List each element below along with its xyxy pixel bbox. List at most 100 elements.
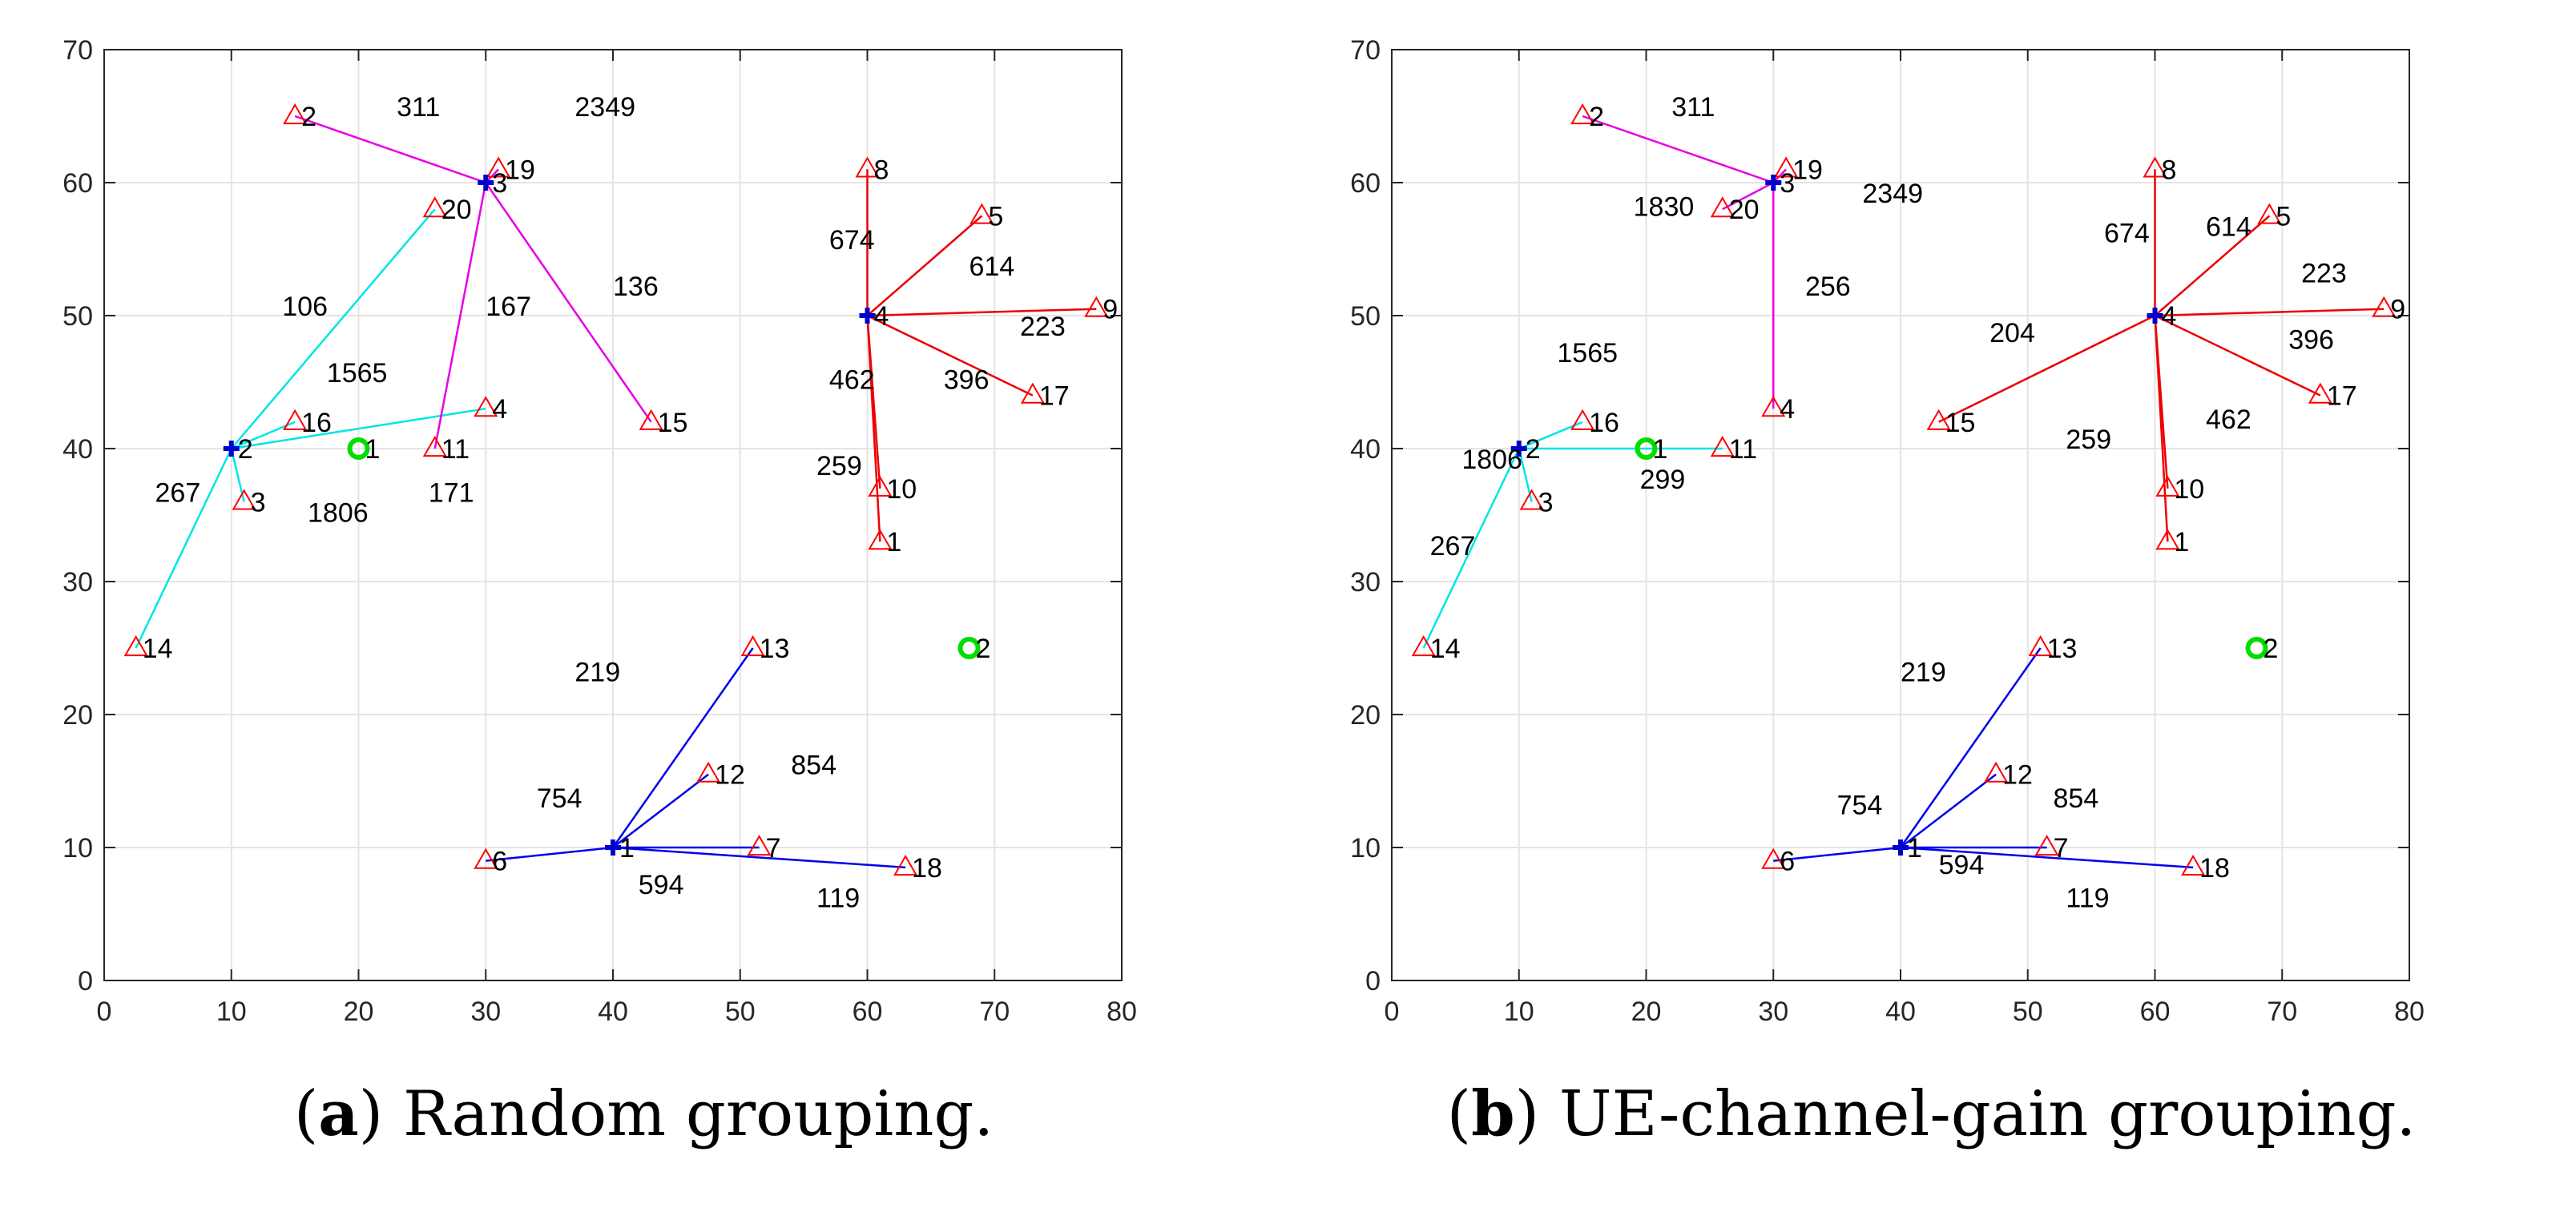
hub-label: 3 xyxy=(1780,168,1795,199)
group-link xyxy=(485,182,652,423)
ue-triangle xyxy=(1761,848,1786,869)
ue-label: 10 xyxy=(886,474,917,505)
ue-triangle xyxy=(422,435,447,457)
annotation: 614 xyxy=(970,252,1015,282)
annotation: 396 xyxy=(2288,325,2334,356)
annotation: 259 xyxy=(2066,425,2111,455)
annotation: 171 xyxy=(429,477,474,508)
group-link xyxy=(1773,846,1901,862)
ue-triangle xyxy=(2155,529,2180,550)
annotation: 267 xyxy=(1430,531,1476,562)
x-tick-label: 10 xyxy=(1504,997,1534,1027)
annotation: 223 xyxy=(2301,259,2347,289)
ue-label: 19 xyxy=(505,155,535,185)
ue-label: 16 xyxy=(1589,408,1619,438)
ue-triangle xyxy=(1084,296,1109,317)
ue-triangle xyxy=(474,848,498,869)
x-tick-label: 50 xyxy=(2013,997,2043,1027)
green-marker xyxy=(347,437,370,460)
ue-triangle xyxy=(1570,409,1595,430)
annotation: 106 xyxy=(282,292,328,322)
y-tick-label: 10 xyxy=(1350,833,1381,864)
annotation: 614 xyxy=(2206,211,2251,242)
x-tick-label: 60 xyxy=(2140,997,2171,1027)
group-link xyxy=(231,421,296,450)
group-link xyxy=(433,182,487,449)
ue-triangle xyxy=(1926,409,1951,430)
ue-triangle xyxy=(740,634,765,657)
ue-label: 1 xyxy=(2174,527,2189,558)
ue-label: 8 xyxy=(874,155,889,185)
annotation: 223 xyxy=(1020,312,1066,342)
ue-label: 17 xyxy=(1039,381,1070,412)
annotation: 119 xyxy=(816,884,860,914)
annotation: 674 xyxy=(2104,219,2150,249)
group-link xyxy=(230,208,436,449)
group-link xyxy=(135,448,232,649)
annotation: 259 xyxy=(816,451,862,481)
ue-label: 6 xyxy=(492,847,507,877)
annotation: 2349 xyxy=(574,92,635,123)
ue-triangle xyxy=(2028,634,2053,657)
ue-label: 8 xyxy=(2162,155,2177,185)
annotation: 674 xyxy=(829,225,875,256)
annotation: 167 xyxy=(486,292,531,322)
hub-marker xyxy=(478,175,494,191)
y-tick-label: 70 xyxy=(62,35,93,66)
ue-triangle xyxy=(893,854,918,876)
group-link xyxy=(1582,115,1774,184)
ue-triangle xyxy=(1570,103,1595,125)
ue-triangle xyxy=(1411,634,1436,657)
ue-triangle xyxy=(2372,296,2397,317)
group-link xyxy=(866,314,1034,397)
y-tick-label: 20 xyxy=(1350,700,1381,731)
ue-label: 4 xyxy=(1780,394,1795,425)
ue-triangle xyxy=(2143,156,2167,178)
annotation: 754 xyxy=(537,783,583,814)
green-marker-label: 2 xyxy=(976,634,991,664)
annotation: 462 xyxy=(2206,405,2251,435)
y-tick-label: 30 xyxy=(62,567,93,598)
x-tick-label: 20 xyxy=(344,997,374,1027)
ue-label: 16 xyxy=(301,408,332,438)
x-tick-label: 80 xyxy=(1107,997,1137,1027)
ue-triangle xyxy=(2155,475,2180,497)
x-tick-label: 30 xyxy=(1758,997,1788,1027)
ue-label: 7 xyxy=(766,833,781,864)
y-tick-label: 60 xyxy=(62,168,93,199)
annotation: 462 xyxy=(829,364,875,395)
group-link xyxy=(1722,181,1774,211)
y-tick-label: 50 xyxy=(1350,301,1381,332)
group-link xyxy=(2154,315,2169,542)
annotation: 396 xyxy=(944,364,990,395)
hub-marker xyxy=(1893,839,1909,856)
green-marker-label: 1 xyxy=(365,434,381,465)
ue-label: 3 xyxy=(251,487,266,517)
green-marker-label: 1 xyxy=(1653,434,1668,465)
ue-triangle xyxy=(970,203,994,224)
ue-label: 2 xyxy=(301,102,316,132)
annotation: 299 xyxy=(1640,465,1686,495)
ue-triangle xyxy=(123,634,148,657)
y-tick-label: 30 xyxy=(1350,567,1381,598)
caption-b: (b) UE-channel-gain grouping. xyxy=(1446,1077,2417,1150)
hub-label: 1 xyxy=(1907,833,1922,864)
x-tick-label: 50 xyxy=(725,997,756,1027)
ue-triangle xyxy=(486,156,511,178)
ue-label: 14 xyxy=(143,634,173,664)
ue-label: 18 xyxy=(2199,853,2230,884)
ue-triangle xyxy=(2181,854,2206,876)
green-marker xyxy=(2245,637,2268,659)
hub-label: 1 xyxy=(619,833,635,864)
y-tick-label: 50 xyxy=(62,301,93,332)
panel-b: 0 10 20 30 40 50 60 70 80 0 10 20 30 40 50 60 70 16 11 3 14 2… xyxy=(1288,0,2575,1224)
ue-triangle xyxy=(1710,435,1735,457)
ue-label: 10 xyxy=(2174,474,2204,505)
y-tick-label: 0 xyxy=(78,966,93,997)
y-tick-label: 40 xyxy=(62,434,93,465)
x-tick-label: 40 xyxy=(1885,997,1916,1027)
ue-triangle xyxy=(232,489,256,510)
ue-label: 9 xyxy=(2390,295,2405,325)
hub-marker xyxy=(1510,441,1527,457)
